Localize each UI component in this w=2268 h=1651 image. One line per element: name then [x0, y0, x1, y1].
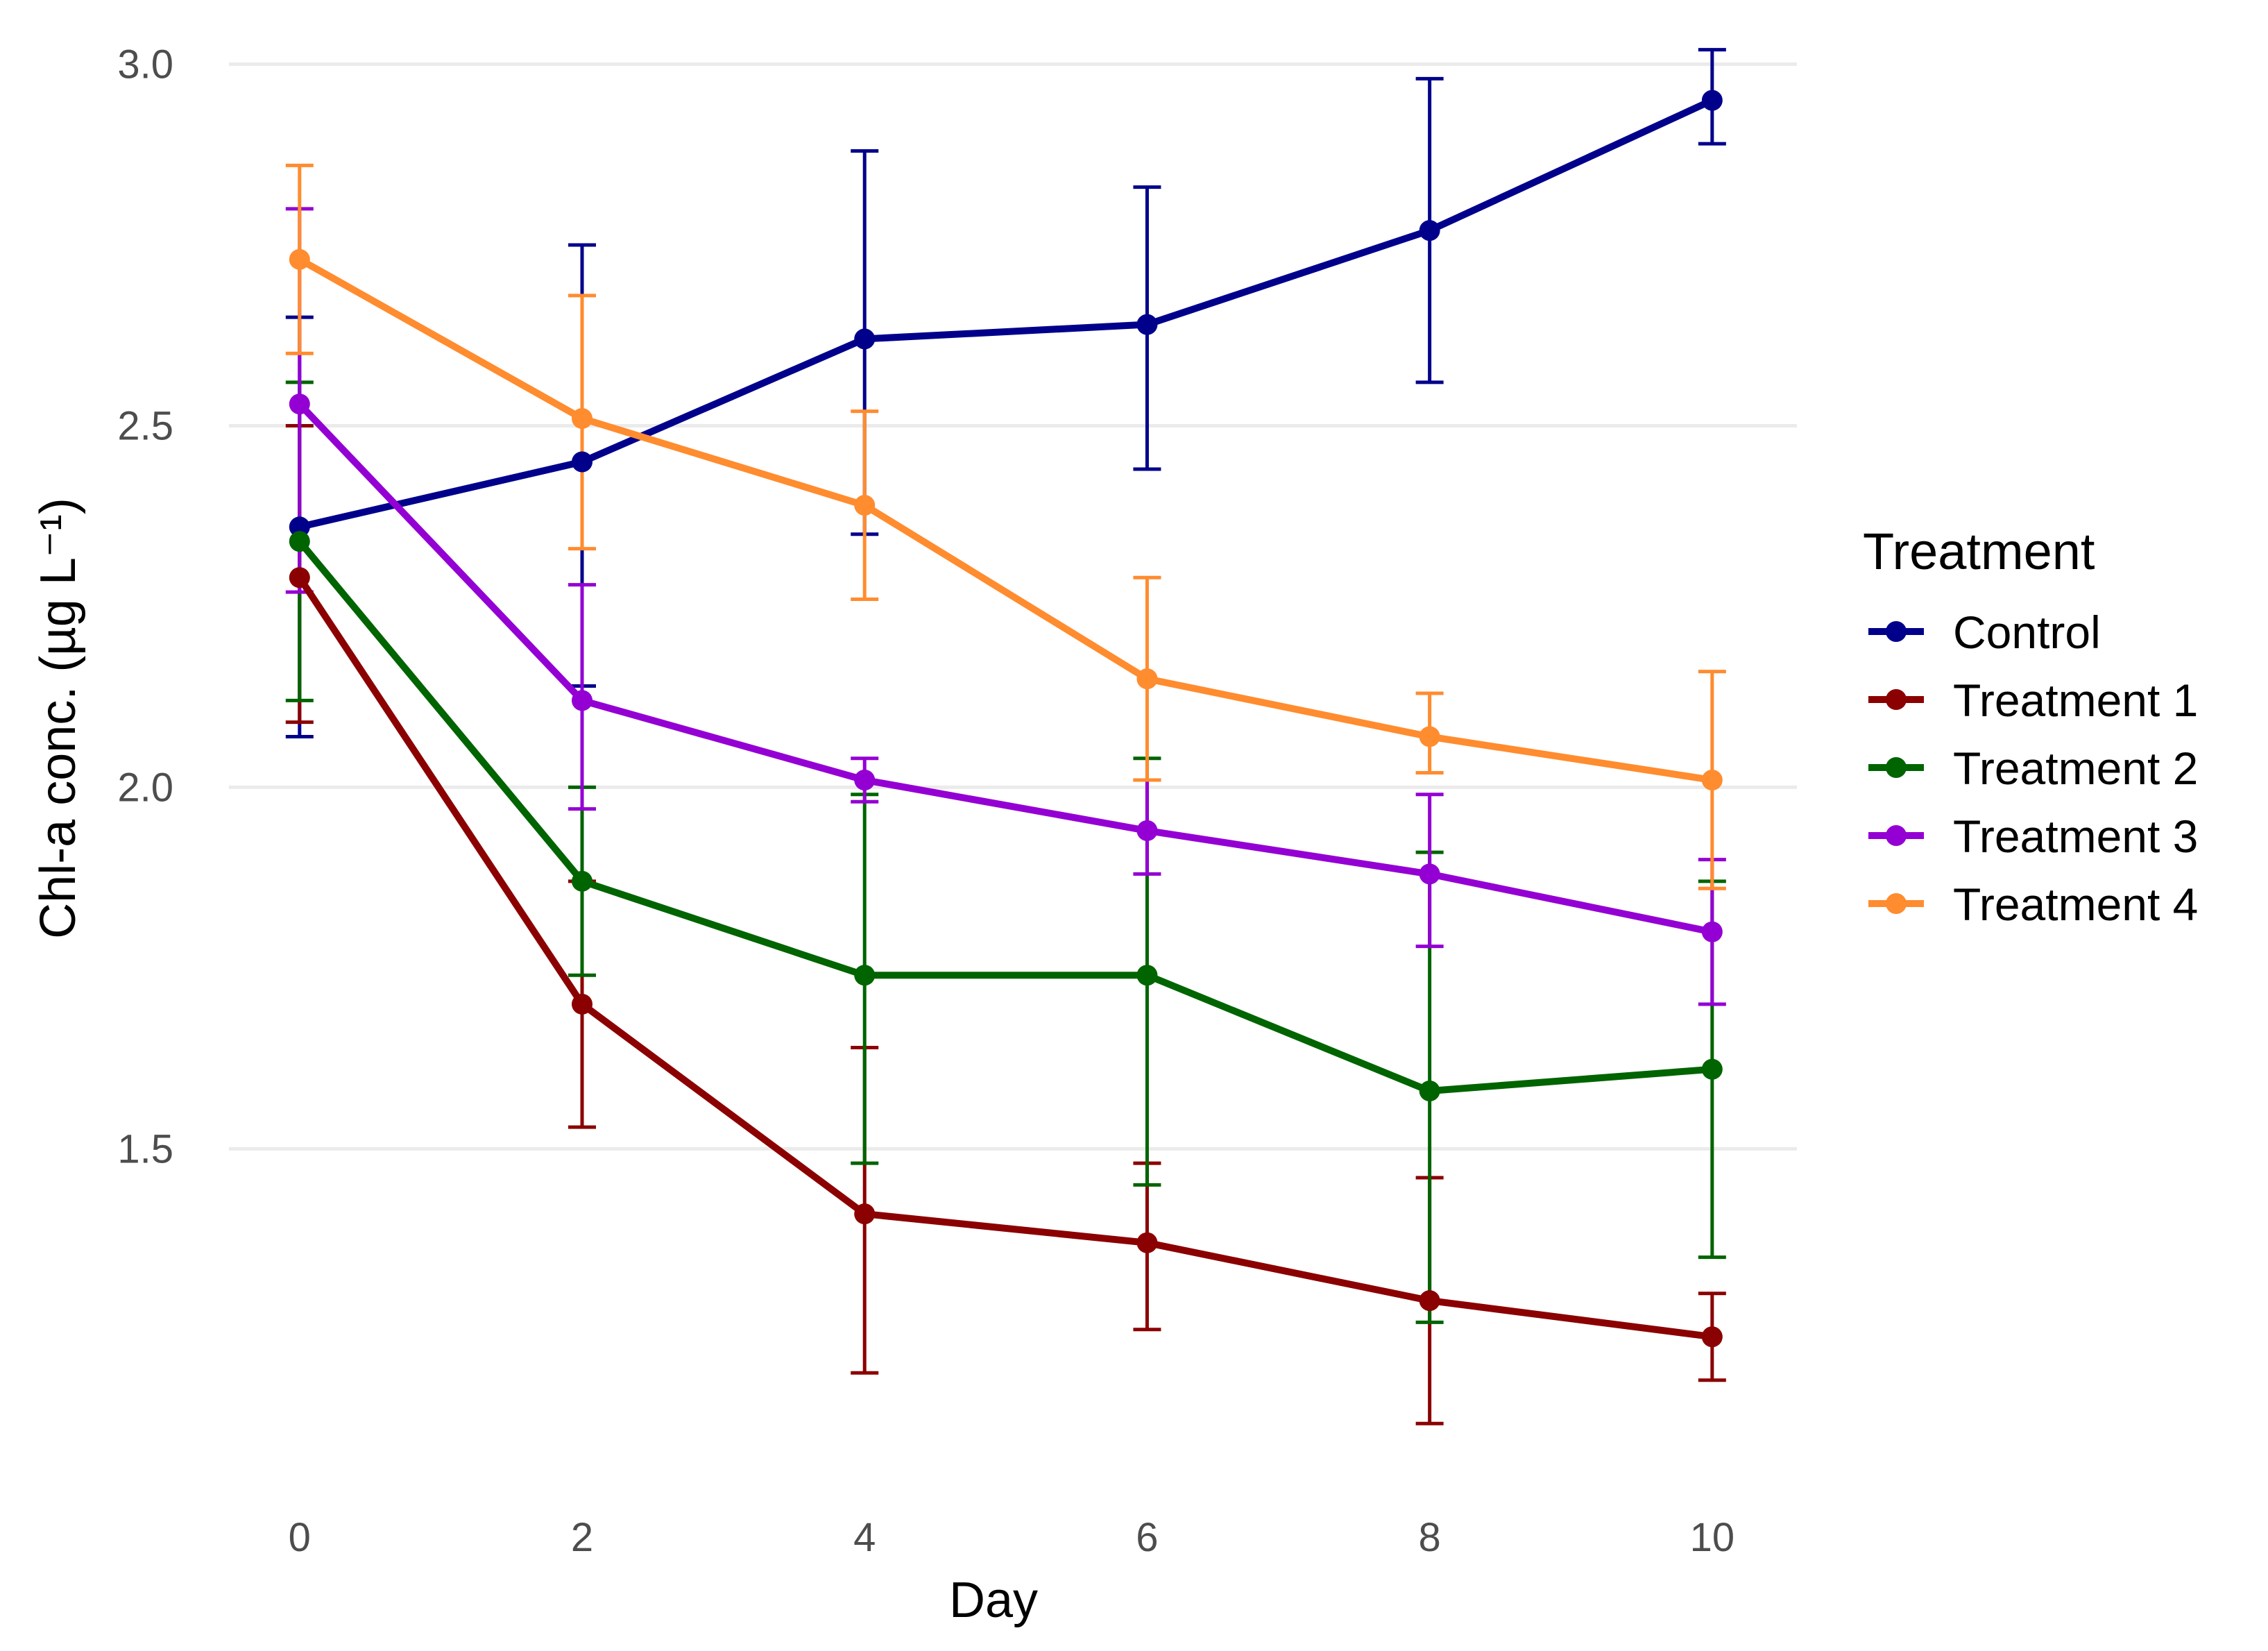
- control-point: [1136, 314, 1158, 335]
- x-tick-label: 6: [1136, 1515, 1158, 1560]
- x-tick-labels: 0 2 4 6 8 10: [289, 1515, 1734, 1560]
- treatment-3-point: [854, 769, 876, 790]
- y-axis-title: Chl-a conc. (µg L⁻¹): [31, 498, 86, 939]
- treatment-2-line: [296, 538, 1716, 1094]
- treatment-2-point: [854, 965, 876, 986]
- x-tick-label: 0: [289, 1515, 311, 1560]
- treatment-1-point: [1136, 1232, 1158, 1253]
- treatment-3-point: [1701, 921, 1723, 942]
- treatment-2-point: [1136, 965, 1158, 986]
- x-tick-label: 2: [571, 1515, 593, 1560]
- series-points: [289, 90, 1723, 1348]
- x-axis-title: Day: [949, 1573, 1038, 1628]
- treatment-4-point: [1419, 726, 1440, 747]
- legend-key-point-treatment-2: [1886, 757, 1907, 778]
- treatment-1-point: [1419, 1290, 1440, 1312]
- y-tick-label: 3.0: [117, 42, 173, 87]
- treatment-2-point: [1419, 1080, 1440, 1101]
- legend-label-treatment-2: Treatment 2: [1953, 743, 2198, 794]
- legend-key-point-treatment-4: [1886, 893, 1907, 914]
- treatment-4-point: [854, 495, 876, 516]
- treatment-2-point: [572, 870, 593, 892]
- treatment-4-point: [289, 248, 310, 270]
- treatment-3-line: [296, 400, 1716, 935]
- legend-key-point-treatment-3: [1886, 825, 1907, 846]
- treatment-4-line: [296, 255, 1716, 784]
- control-line: [296, 96, 1716, 531]
- x-tick-label: 10: [1690, 1515, 1735, 1560]
- legend-label-control: Control: [1953, 607, 2101, 658]
- control-point: [854, 328, 876, 350]
- y-tick-labels: 1.5 2.0 2.5 3.0: [117, 42, 173, 1172]
- treatment-3-point: [1419, 863, 1440, 885]
- y-tick-label: 2.0: [117, 765, 173, 810]
- treatment-1-point: [1701, 1326, 1723, 1348]
- legend-label-treatment-3: Treatment 3: [1953, 811, 2198, 862]
- legend-label-treatment-4: Treatment 4: [1953, 879, 2198, 930]
- error-bars: [285, 48, 1726, 1425]
- legend-title: Treatment: [1863, 523, 2095, 580]
- control-point: [572, 451, 593, 473]
- treatment-4-point: [1136, 668, 1158, 690]
- treatment-3-point: [572, 690, 593, 711]
- y-tick-label: 1.5: [117, 1126, 173, 1171]
- treatment-1-point: [854, 1203, 876, 1225]
- treatment-4-point: [1701, 769, 1723, 790]
- legend-key-point-control: [1886, 621, 1907, 642]
- x-tick-label: 8: [1418, 1515, 1440, 1560]
- x-tick-label: 4: [853, 1515, 876, 1560]
- control-point: [289, 516, 310, 538]
- treatment-1-point: [572, 993, 593, 1015]
- control-point: [1419, 220, 1440, 242]
- legend-key-point-treatment-1: [1886, 689, 1907, 710]
- treatment-2-point: [289, 531, 310, 552]
- control-point: [1701, 90, 1723, 111]
- grid-lines: [229, 62, 1797, 1151]
- treatment-4-point: [572, 408, 593, 430]
- treatment-1-line: [296, 574, 1716, 1341]
- y-tick-label: 2.5: [117, 403, 173, 448]
- legend-label-treatment-1: Treatment 1: [1953, 675, 2198, 726]
- treatment-3-point: [1136, 820, 1158, 841]
- series-lines: [296, 96, 1716, 1341]
- legend: Treatment Control Treatment 1 Treatment 2 T…: [1863, 523, 2198, 930]
- treatment-1-point: [289, 567, 310, 589]
- treatment-2-point: [1701, 1058, 1723, 1080]
- treatment-3-point: [289, 393, 310, 415]
